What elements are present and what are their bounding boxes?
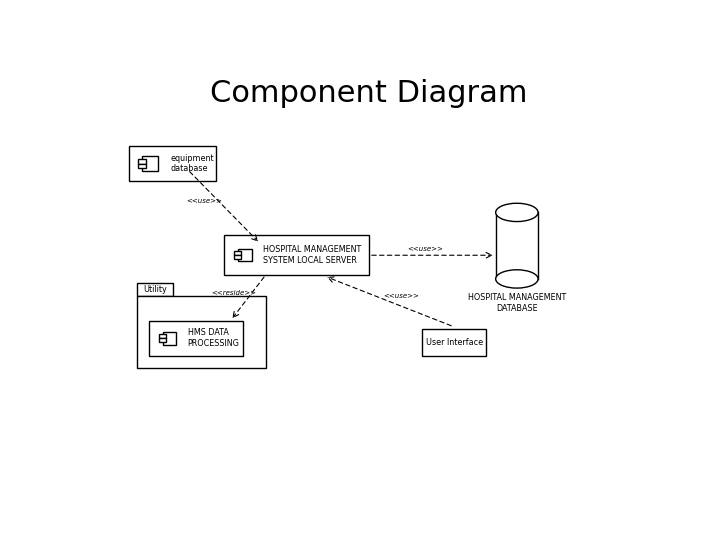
Text: Component Diagram: Component Diagram [210,79,528,109]
Bar [138,295,266,368]
Bar [138,164,145,168]
Bar [129,146,215,181]
Bar [235,251,241,255]
Bar [159,334,166,338]
Ellipse shape [495,270,538,288]
Bar [138,159,145,164]
Text: Utility: Utility [143,285,167,294]
Text: <<use>>: <<use>> [384,293,419,299]
Text: <<use>>: <<use>> [186,198,222,204]
Bar [238,248,252,261]
Text: <<reside>>: <<reside>> [212,289,256,296]
Text: equipment
database: equipment database [171,154,215,173]
Bar [148,321,243,356]
Text: HOSPITAL MANAGEMENT
SYSTEM LOCAL SERVER: HOSPITAL MANAGEMENT SYSTEM LOCAL SERVER [263,245,361,265]
Bar [138,283,174,295]
Text: User Interface: User Interface [426,338,482,347]
Text: HMS DATA
PROCESSING: HMS DATA PROCESSING [188,328,240,348]
Bar [163,332,176,345]
Bar [422,329,486,356]
Bar [224,235,369,275]
Bar [159,338,166,342]
Ellipse shape [495,203,538,221]
Text: <<use>>: <<use>> [407,246,443,252]
Text: HOSPITAL MANAGEMENT
DATABASE: HOSPITAL MANAGEMENT DATABASE [468,294,566,313]
Bar [143,156,158,171]
Bar [235,255,241,259]
